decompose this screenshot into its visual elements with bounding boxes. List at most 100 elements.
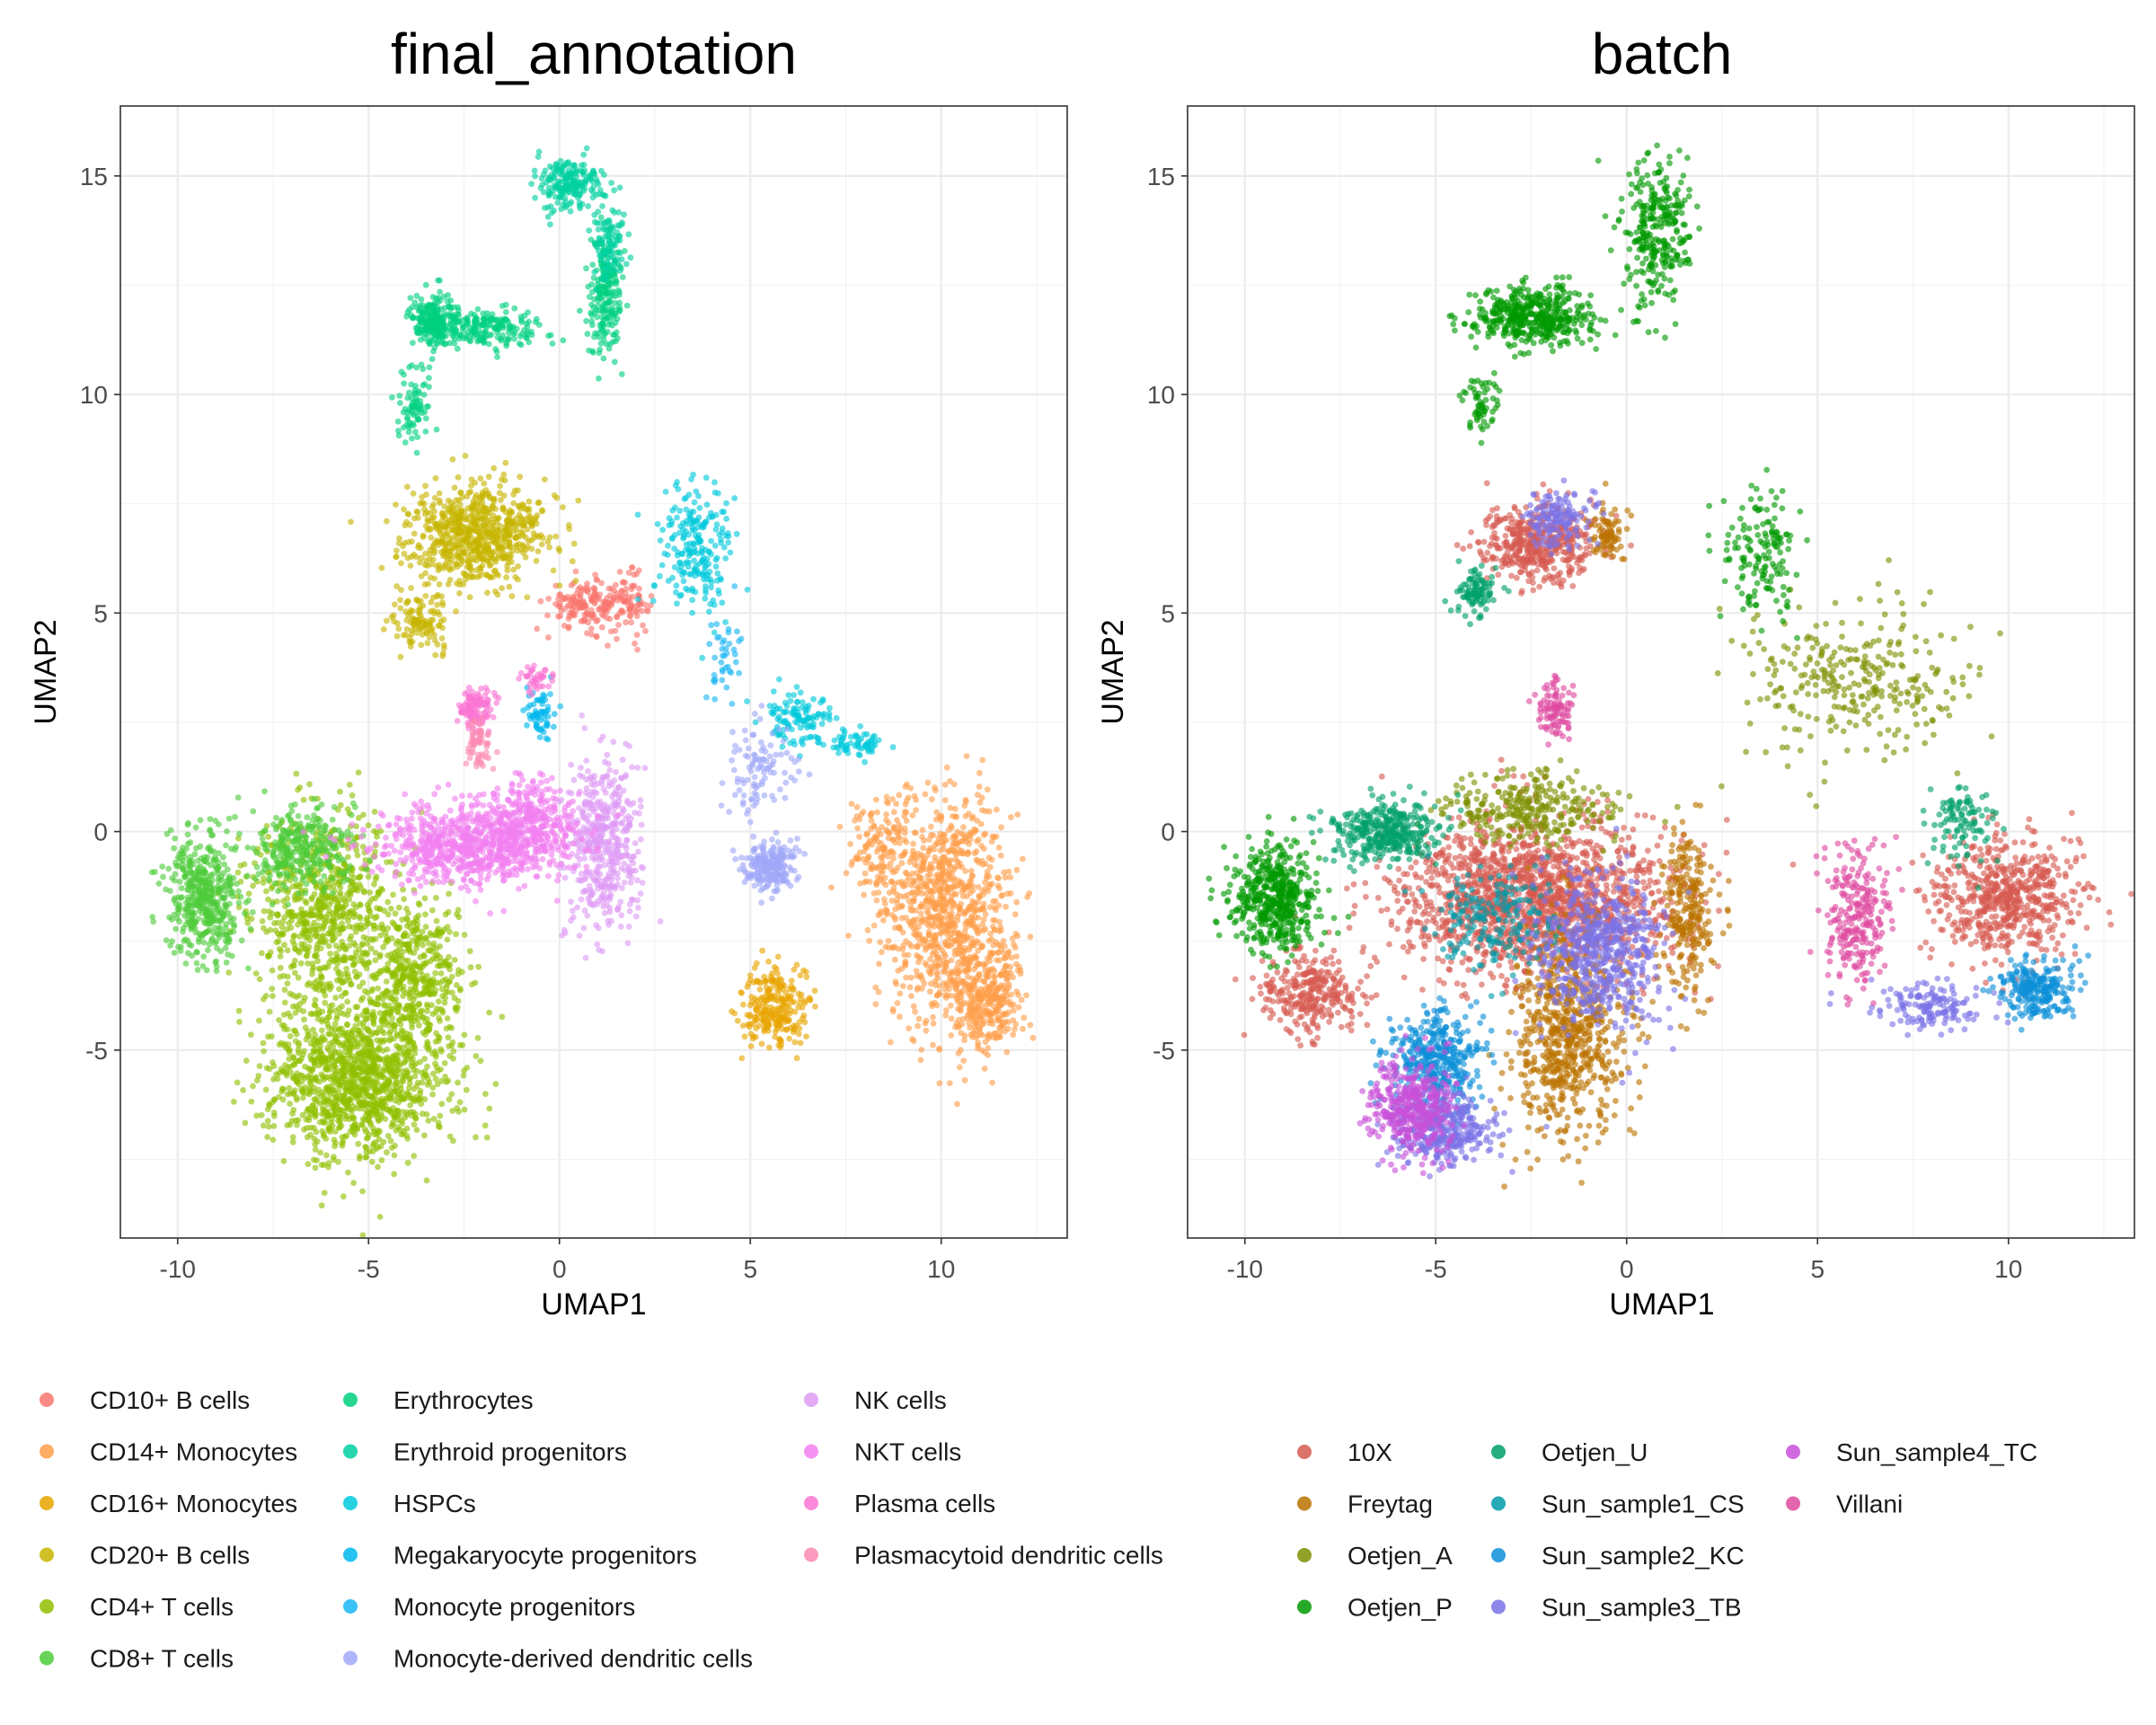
data-point: [408, 585, 414, 591]
data-point: [296, 1081, 302, 1088]
data-point: [242, 1119, 249, 1127]
data-point: [896, 792, 903, 799]
data-point: [962, 882, 968, 889]
data-point: [384, 1149, 390, 1156]
data-point: [423, 491, 429, 498]
data-point: [950, 843, 957, 849]
data-point: [941, 797, 949, 803]
data-point: [648, 593, 655, 599]
data-point: [312, 1164, 319, 1172]
data-point: [978, 794, 985, 801]
data-point: [331, 1111, 339, 1119]
data-point: [913, 968, 920, 974]
data-point: [979, 807, 985, 814]
data-point: [334, 904, 341, 911]
data-point: [332, 955, 340, 962]
data-point: [321, 1110, 328, 1117]
data-point: [491, 556, 499, 562]
data-point: [446, 1133, 454, 1140]
data-point: [506, 583, 513, 590]
data-point: [451, 957, 458, 963]
data-point: [495, 515, 501, 521]
data-point: [933, 992, 941, 999]
data-point: [300, 1008, 307, 1014]
data-point: [281, 999, 288, 1006]
data-point: [446, 553, 454, 559]
data-point: [426, 525, 433, 532]
data-point: [877, 939, 884, 945]
data-point: [423, 1027, 430, 1034]
data-point: [417, 544, 424, 552]
data-point: [401, 1015, 407, 1022]
data-point: [1003, 1011, 1010, 1018]
data-point: [289, 1134, 296, 1141]
data-point: [861, 848, 868, 854]
data-point: [317, 945, 324, 951]
data-point: [973, 926, 980, 933]
data-point: [407, 924, 413, 931]
data-point: [311, 919, 317, 926]
data-point: [800, 1015, 806, 1022]
data-point: [490, 548, 498, 555]
data-point: [291, 897, 298, 904]
data-point: [500, 471, 508, 478]
data-point: [464, 558, 472, 565]
data-point: [278, 948, 285, 954]
data-point: [384, 518, 390, 525]
data-point: [314, 952, 320, 960]
data-point: [1003, 903, 1009, 910]
data-point: [474, 1034, 482, 1041]
data-point: [290, 1091, 297, 1098]
data-point: [524, 594, 531, 601]
data-point: [437, 500, 443, 507]
data-point: [411, 620, 418, 627]
data-point: [403, 483, 411, 491]
data-point: [947, 804, 954, 811]
data-point: [421, 1056, 428, 1062]
data-point: [337, 788, 343, 795]
data-point: [731, 1010, 738, 1017]
data-point: [287, 1101, 293, 1107]
data-point: [277, 953, 284, 960]
data-point: [392, 910, 399, 917]
data-point: [932, 784, 938, 791]
data-point: [927, 988, 933, 995]
data-point: [453, 982, 460, 988]
data-point: [957, 1006, 964, 1013]
data-point: [903, 881, 909, 889]
data-point: [894, 897, 900, 903]
data-point: [336, 897, 343, 904]
data-point: [858, 811, 865, 818]
data-point: [996, 885, 1003, 892]
data-point: [934, 975, 941, 982]
data-point: [415, 900, 422, 907]
data-point: [495, 526, 501, 534]
data-point: [891, 914, 898, 921]
data-point: [438, 635, 446, 641]
data-point: [375, 1115, 381, 1122]
data-point: [996, 1024, 1003, 1031]
data-point: [338, 979, 345, 986]
data-point: [250, 1083, 256, 1090]
data-point: [269, 986, 276, 992]
data-point: [552, 533, 560, 540]
data-point: [1020, 1025, 1026, 1032]
data-point: [337, 1117, 343, 1124]
data-point: [942, 1012, 950, 1019]
data-point: [280, 1158, 287, 1164]
data-point: [371, 809, 378, 815]
data-point: [997, 924, 1004, 931]
data-point: [434, 608, 441, 615]
data-point: [909, 879, 916, 886]
data-point: [365, 1048, 371, 1055]
data-point: [339, 1025, 345, 1032]
data-point: [471, 573, 477, 580]
data-point: [448, 1091, 455, 1098]
data-point: [442, 1074, 448, 1080]
data-point: [378, 1157, 385, 1163]
data-point: [555, 596, 561, 603]
data-point: [265, 1123, 272, 1130]
data-point: [942, 952, 949, 960]
data-point: [985, 1020, 993, 1027]
data-point: [862, 843, 870, 850]
